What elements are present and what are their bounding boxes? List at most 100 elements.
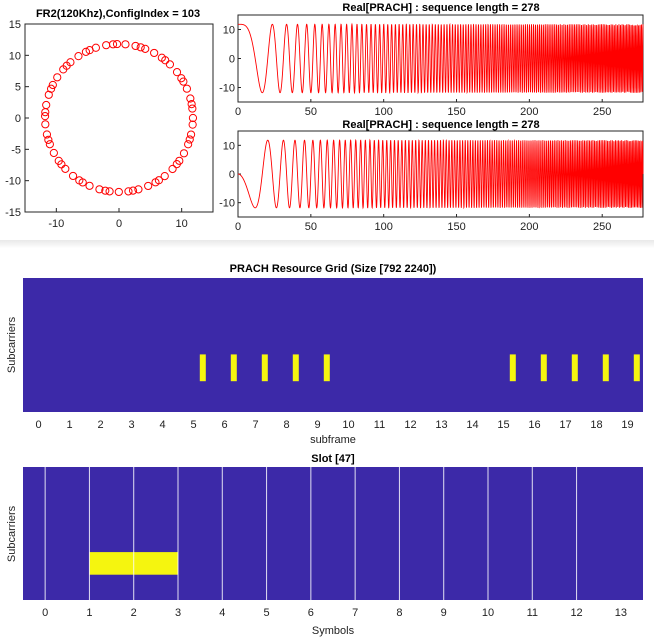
constellation-point (49, 148, 58, 158)
sequence-line-top (238, 22, 644, 95)
x-tick-label: 12 (570, 607, 582, 619)
y-tick-label: -5 (11, 144, 21, 156)
constellation-point (186, 94, 195, 103)
x-tick-label: 4 (159, 419, 165, 431)
constellation-point (44, 90, 53, 99)
y-tick-label: 10 (9, 50, 21, 62)
constellation-point (185, 135, 194, 144)
prach-occasion (292, 354, 299, 382)
y-tick-label: -10 (219, 83, 235, 95)
prach-symbol-cell (133, 552, 178, 575)
constellation-point (177, 74, 186, 83)
constellation-point (186, 130, 196, 139)
x-tick-label: 8 (396, 607, 402, 619)
x-tick-label: 11 (527, 607, 538, 619)
x-tick-label: 1 (66, 419, 72, 431)
constellation-point (128, 186, 138, 195)
constellation-point (41, 120, 50, 129)
x-tick-label: 1 (86, 607, 92, 619)
constellation-point (81, 47, 91, 56)
constellation-point (68, 171, 78, 181)
x-tick-label: 200 (520, 106, 538, 118)
constellation-point (131, 41, 140, 51)
slot-grid-background (23, 467, 643, 600)
constellation-point (165, 60, 175, 69)
constellation-point (121, 40, 130, 49)
constellation-point (61, 164, 70, 173)
x-tick-label: 200 (520, 221, 538, 233)
constellation-point (48, 80, 57, 90)
constellation-point (175, 156, 184, 165)
prach-occasion (602, 354, 609, 382)
x-tick-label: 4 (219, 607, 225, 619)
x-tick-label: -10 (48, 218, 64, 230)
constellation-point (134, 185, 143, 194)
x-tick-label: 19 (621, 419, 633, 431)
constellation-point (105, 187, 114, 196)
prach-occasion (323, 354, 330, 382)
constellation-point (141, 44, 150, 53)
constellation-point (182, 84, 191, 93)
constellation-point (184, 140, 193, 149)
y-tick-label: 10 (223, 140, 235, 152)
constellation-point (59, 65, 68, 74)
prach-occasion (230, 354, 237, 382)
sequence-line-bottom (238, 138, 644, 210)
x-tick-label: 9 (441, 607, 447, 619)
constellation-point (157, 53, 166, 62)
constellation-point (124, 187, 133, 196)
prach-occasion (509, 354, 516, 382)
x-tick-label: 5 (264, 607, 270, 619)
constellation-point (136, 43, 145, 52)
x-tick-label: 9 (314, 419, 320, 431)
constellation-point (188, 104, 197, 113)
prach-occasion (571, 354, 578, 382)
constellation-point (41, 108, 50, 117)
x-tick-label: 11 (374, 419, 385, 431)
constellation-point (150, 48, 159, 58)
x-tick-label: 6 (308, 607, 314, 619)
x-tick-label: 250 (593, 221, 611, 233)
resource-grid-background (23, 278, 643, 412)
x-tick-label: 150 (447, 106, 465, 118)
sequence-plot-top-title: Real[PRACH] : sequence length = 278 (342, 2, 539, 14)
constellation-point (179, 149, 189, 158)
x-tick-label: 100 (375, 106, 393, 118)
x-tick-label: 7 (252, 419, 258, 431)
x-tick-label: 13 (435, 419, 447, 431)
slot-grid-xlabel: Symbols (312, 625, 355, 637)
prach-occasion (199, 354, 206, 382)
constellation-point (160, 172, 169, 181)
y-tick-label: 15 (9, 19, 21, 31)
x-tick-label: 18 (590, 419, 602, 431)
constellation-point (188, 113, 198, 123)
y-tick-label: -15 (5, 207, 21, 219)
constellation-point (95, 185, 104, 194)
constellation-point (168, 164, 177, 174)
constellation-point (114, 187, 123, 197)
x-tick-label: 0 (35, 419, 41, 431)
constellation-point (144, 181, 153, 191)
x-tick-label: 16 (528, 419, 540, 431)
y-tick-label: 0 (229, 54, 235, 66)
prach-occasion (633, 354, 640, 382)
x-tick-label: 12 (404, 419, 416, 431)
constellation-point (85, 181, 94, 190)
y-tick-label: -10 (5, 176, 21, 188)
y-tick-label: 0 (229, 169, 235, 181)
constellation-point (172, 68, 182, 77)
x-tick-label: 0 (116, 218, 122, 230)
x-tick-label: 0 (42, 607, 48, 619)
x-tick-label: 5 (190, 419, 196, 431)
x-tick-label: 250 (593, 106, 611, 118)
prach-occasion (540, 354, 547, 382)
y-tick-label: 10 (223, 25, 235, 37)
prach-occasion (261, 354, 268, 382)
x-tick-label: 13 (615, 607, 627, 619)
x-tick-label: 2 (97, 419, 103, 431)
slot-grid-title: Slot [47] (311, 453, 355, 465)
x-tick-label: 2 (131, 607, 137, 619)
sequence-plot-bottom: Real[PRACH] : sequence length = 278 0 50 1… (219, 119, 644, 233)
slot-grid-plot: Slot [47] 0 1 2 3 4 5 6 7 8 9 10 11 12 13 Symbols Sub… (6, 453, 643, 637)
